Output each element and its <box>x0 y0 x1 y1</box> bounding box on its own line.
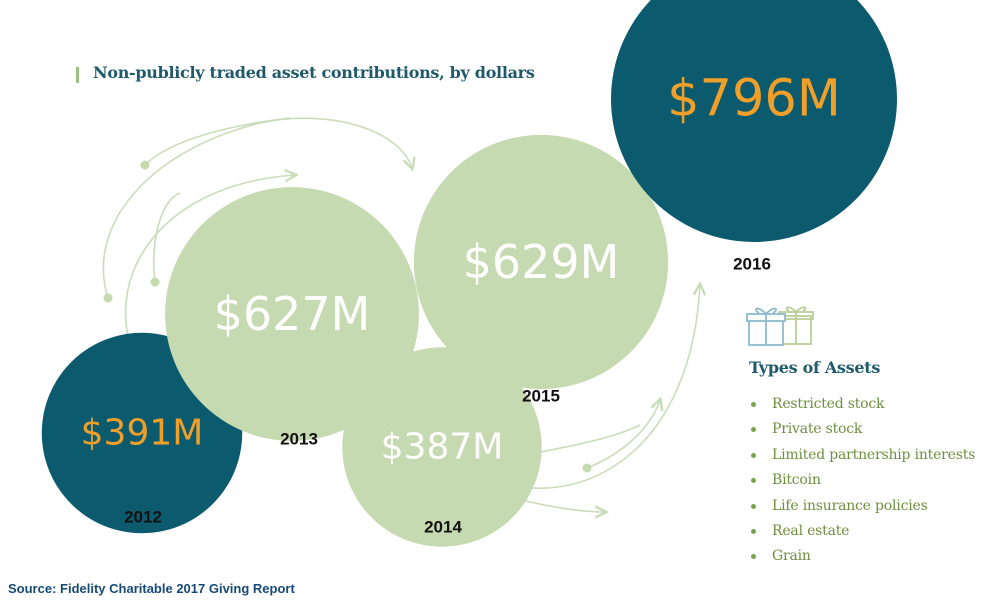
arrow-dot <box>140 160 150 170</box>
chart-title: Non-publicly traded asset contributions,… <box>93 63 535 82</box>
data-label: $391M <box>81 413 204 454</box>
asset-type-item: Limited partnership interests <box>749 443 989 468</box>
year-label: 2015 <box>522 387 560 406</box>
year-label: 2013 <box>280 430 318 449</box>
arrow-dot <box>582 463 592 473</box>
bubbles: $391M 2012 $627M 2013 $387M 2014 $629M 2015 $796… <box>41 0 897 547</box>
asset-type-item: Bitcoin <box>749 468 989 493</box>
asset-type-item: Life insurance policies <box>749 494 989 519</box>
source-note: Source: Fidelity Charitable 2017 Giving … <box>8 581 295 596</box>
arc-arrow <box>102 117 412 299</box>
arrow-dots <box>103 160 592 473</box>
legend-title: Types of Assets <box>749 358 881 377</box>
data-label: $796M <box>667 70 841 129</box>
asset-type-item: Private stock <box>749 417 989 442</box>
arc-arrow <box>144 117 291 166</box>
bubble-2015 <box>413 134 669 390</box>
gift-boxes-icon <box>746 306 814 346</box>
year-label: 2012 <box>124 508 162 527</box>
data-label: $629M <box>463 235 620 289</box>
asset-types-list: Restricted stock Private stock Limited par… <box>749 392 989 570</box>
bubble-2016 <box>611 0 897 242</box>
asset-type-item: Real estate <box>749 519 989 544</box>
bubble-2013 <box>165 187 419 441</box>
bubble-2014 <box>342 347 542 547</box>
data-label: $627M <box>214 287 371 341</box>
year-label: 2014 <box>424 518 462 537</box>
arc-arrow <box>152 192 181 283</box>
year-label: 2016 <box>733 255 771 274</box>
asset-type-item: Grain <box>749 544 989 569</box>
arrow-dot <box>150 277 160 287</box>
arrow-dot <box>103 293 113 303</box>
data-label: $387M <box>381 427 504 468</box>
arc-arrow <box>586 400 660 469</box>
title-accent-bar <box>76 67 79 83</box>
asset-type-item: Restricted stock <box>749 392 989 417</box>
